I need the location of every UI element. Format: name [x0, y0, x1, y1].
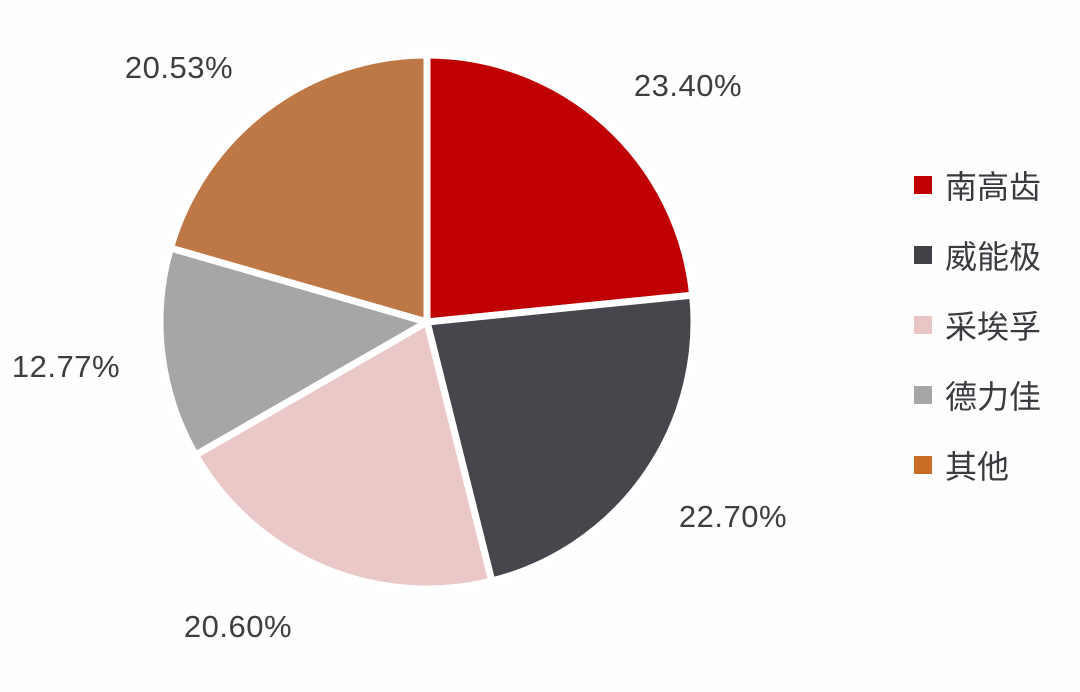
legend-swatch-red-icon	[914, 176, 932, 194]
legend-item-winergy: 威能极	[914, 235, 1041, 275]
legend-item-others: 其他	[914, 445, 1041, 485]
data-label-others: 20.53%	[124, 50, 234, 85]
data-label-winergy: 22.70%	[678, 499, 788, 534]
legend-item-zf: 采埃孚	[914, 305, 1041, 345]
legend-item-nangaochi: 南高齿	[914, 165, 1041, 205]
legend-swatch-darkgray-icon	[914, 246, 932, 264]
pie-slice-nangaochi	[423, 51, 697, 326]
legend: 南高齿 威能极 采埃孚 德力佳 其他	[914, 165, 1041, 485]
pie-slice-zf	[190, 316, 497, 593]
legend-label-delijia: 德力佳	[945, 379, 1042, 415]
data-label-delijia: 12.77%	[11, 349, 121, 384]
legend-swatch-pink-icon	[914, 316, 932, 334]
data-label-nangaochi: 23.40%	[633, 68, 743, 103]
legend-label-winergy: 威能极	[945, 239, 1042, 275]
legend-label-others: 其他	[945, 449, 1010, 485]
legend-swatch-gray-icon	[914, 386, 932, 404]
data-label-zf: 20.60%	[183, 609, 293, 644]
pie-slice-winergy	[422, 291, 698, 586]
pie-slice-delijia	[156, 243, 436, 460]
pie-slice-others	[166, 51, 431, 327]
legend-swatch-orange-icon	[914, 456, 932, 474]
legend-item-delijia: 德力佳	[914, 375, 1041, 415]
legend-label-zf: 采埃孚	[945, 309, 1042, 345]
legend-label-nangaochi: 南高齿	[945, 169, 1042, 205]
